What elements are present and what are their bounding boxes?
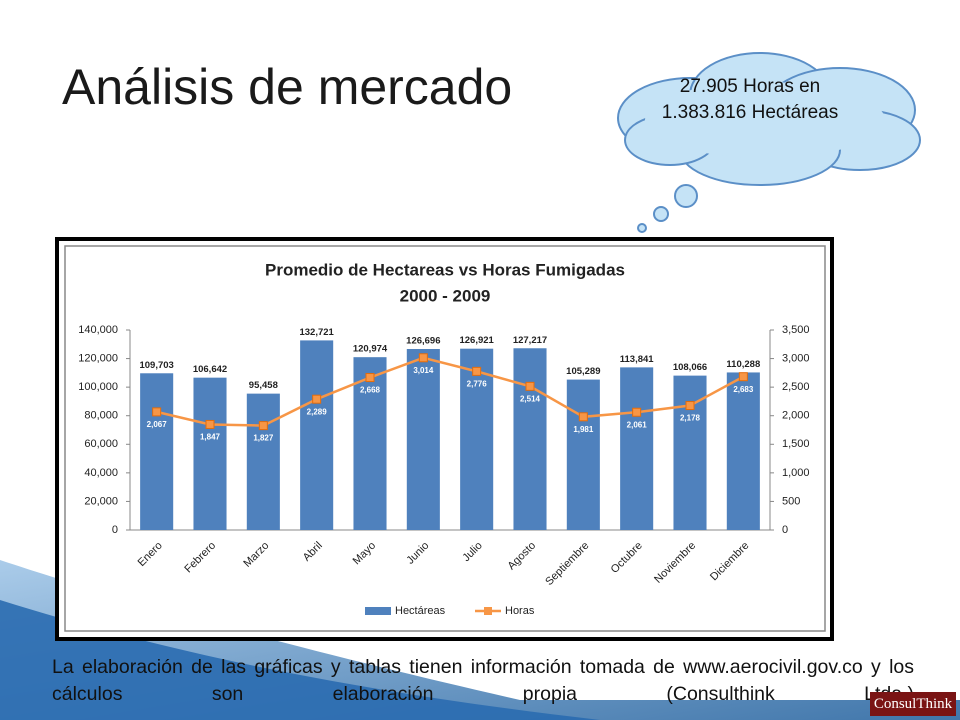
- line-value-label: 1,981: [573, 425, 594, 434]
- footnote: La elaboración de las gráficas y tablas …: [52, 656, 914, 705]
- line-marker: [472, 366, 482, 376]
- line-value-label: 2,061: [627, 420, 648, 429]
- bar-value-label: 106,642: [193, 364, 227, 375]
- bar-value-label: 110,288: [726, 359, 760, 370]
- cloud-fill: [645, 82, 885, 158]
- line-value-label: 2,683: [733, 385, 754, 394]
- line: [156, 356, 744, 427]
- logo: ConsulThink: [870, 692, 956, 716]
- line-value-label: 2,067: [147, 420, 168, 429]
- line-marker: [578, 412, 588, 422]
- chart-subtitle: 2000 - 2009: [400, 286, 491, 305]
- line-value-label: 2,178: [680, 414, 701, 423]
- line-value-label: 2,514: [520, 394, 541, 403]
- bar-value-label: 127,217: [513, 335, 547, 346]
- line-value-label: 2,668: [360, 386, 381, 395]
- line-marker: [205, 419, 215, 429]
- y-tick-label: 140,000: [78, 324, 118, 336]
- line-marker: [738, 372, 748, 382]
- y2-tick-label: 1,500: [782, 438, 810, 450]
- cloud-text: 27.905 Horas en 1.383.816 Hectáreas: [661, 76, 839, 123]
- bar: [460, 348, 494, 530]
- bar: [246, 393, 280, 530]
- line-value-label: 2,289: [307, 407, 328, 416]
- bar-value-label: 108,066: [673, 362, 707, 373]
- y2-tick-label: 2,500: [782, 381, 810, 393]
- bar-value-label: 113,841: [620, 354, 655, 365]
- y2-tick-label: 1,000: [782, 467, 810, 479]
- legend-label: Hectáreas: [395, 605, 446, 617]
- legend-swatch: [365, 607, 391, 615]
- line-marker: [632, 407, 642, 417]
- line-value-label: 1,847: [200, 433, 221, 442]
- chart-title: Promedio de Hectareas vs Horas Fumigadas: [265, 260, 625, 279]
- bar: [406, 349, 440, 530]
- y-tick-label: 100,000: [78, 381, 118, 393]
- bar: [513, 348, 547, 530]
- line-marker: [418, 353, 428, 363]
- line-marker: [312, 394, 322, 404]
- chart: Promedio de Hectareas vs Horas Fumigadas…: [55, 237, 834, 641]
- y2-tick-label: 2,000: [782, 410, 810, 422]
- y2-tick-label: 3,000: [782, 352, 810, 364]
- bar: [726, 372, 760, 530]
- bar-value-label: 109,703: [139, 360, 173, 371]
- bar-value-label: 126,921: [459, 335, 494, 346]
- line-marker: [365, 373, 375, 383]
- y-tick-label: 40,000: [84, 467, 118, 479]
- swoosh: [0, 600, 600, 720]
- line-marker: [152, 407, 162, 417]
- bar: [353, 357, 387, 530]
- bar: [193, 377, 227, 530]
- legend-label: Horas: [505, 605, 535, 617]
- bar: [300, 340, 334, 530]
- line-marker: [258, 421, 268, 431]
- line-value-label: 3,014: [413, 366, 434, 375]
- bar-value-label: 126,696: [406, 336, 440, 347]
- line-value-label: 1,827: [253, 434, 274, 443]
- y-tick-label: 20,000: [84, 495, 118, 507]
- bar: [140, 373, 174, 530]
- bar-value-label: 132,721: [299, 327, 334, 338]
- slide-title: Análisis de mercado: [62, 59, 513, 115]
- y-tick-label: 120,000: [78, 352, 118, 364]
- bar: [566, 379, 600, 530]
- y2-tick-label: 0: [782, 524, 788, 536]
- legend-swatch: [484, 607, 492, 615]
- y-tick-label: 0: [112, 524, 118, 536]
- bar: [620, 367, 654, 530]
- bar-value-label: 95,458: [249, 380, 278, 391]
- bar-value-label: 105,289: [566, 366, 600, 377]
- y2-tick-label: 3,500: [782, 324, 810, 336]
- y-tick-label: 80,000: [84, 410, 118, 422]
- bar-value-label: 120,974: [353, 344, 388, 355]
- y-tick-label: 60,000: [84, 438, 118, 450]
- line-marker: [525, 381, 535, 391]
- y2-tick-label: 500: [782, 495, 800, 507]
- line-marker: [685, 401, 695, 411]
- line-value-label: 2,776: [467, 379, 488, 388]
